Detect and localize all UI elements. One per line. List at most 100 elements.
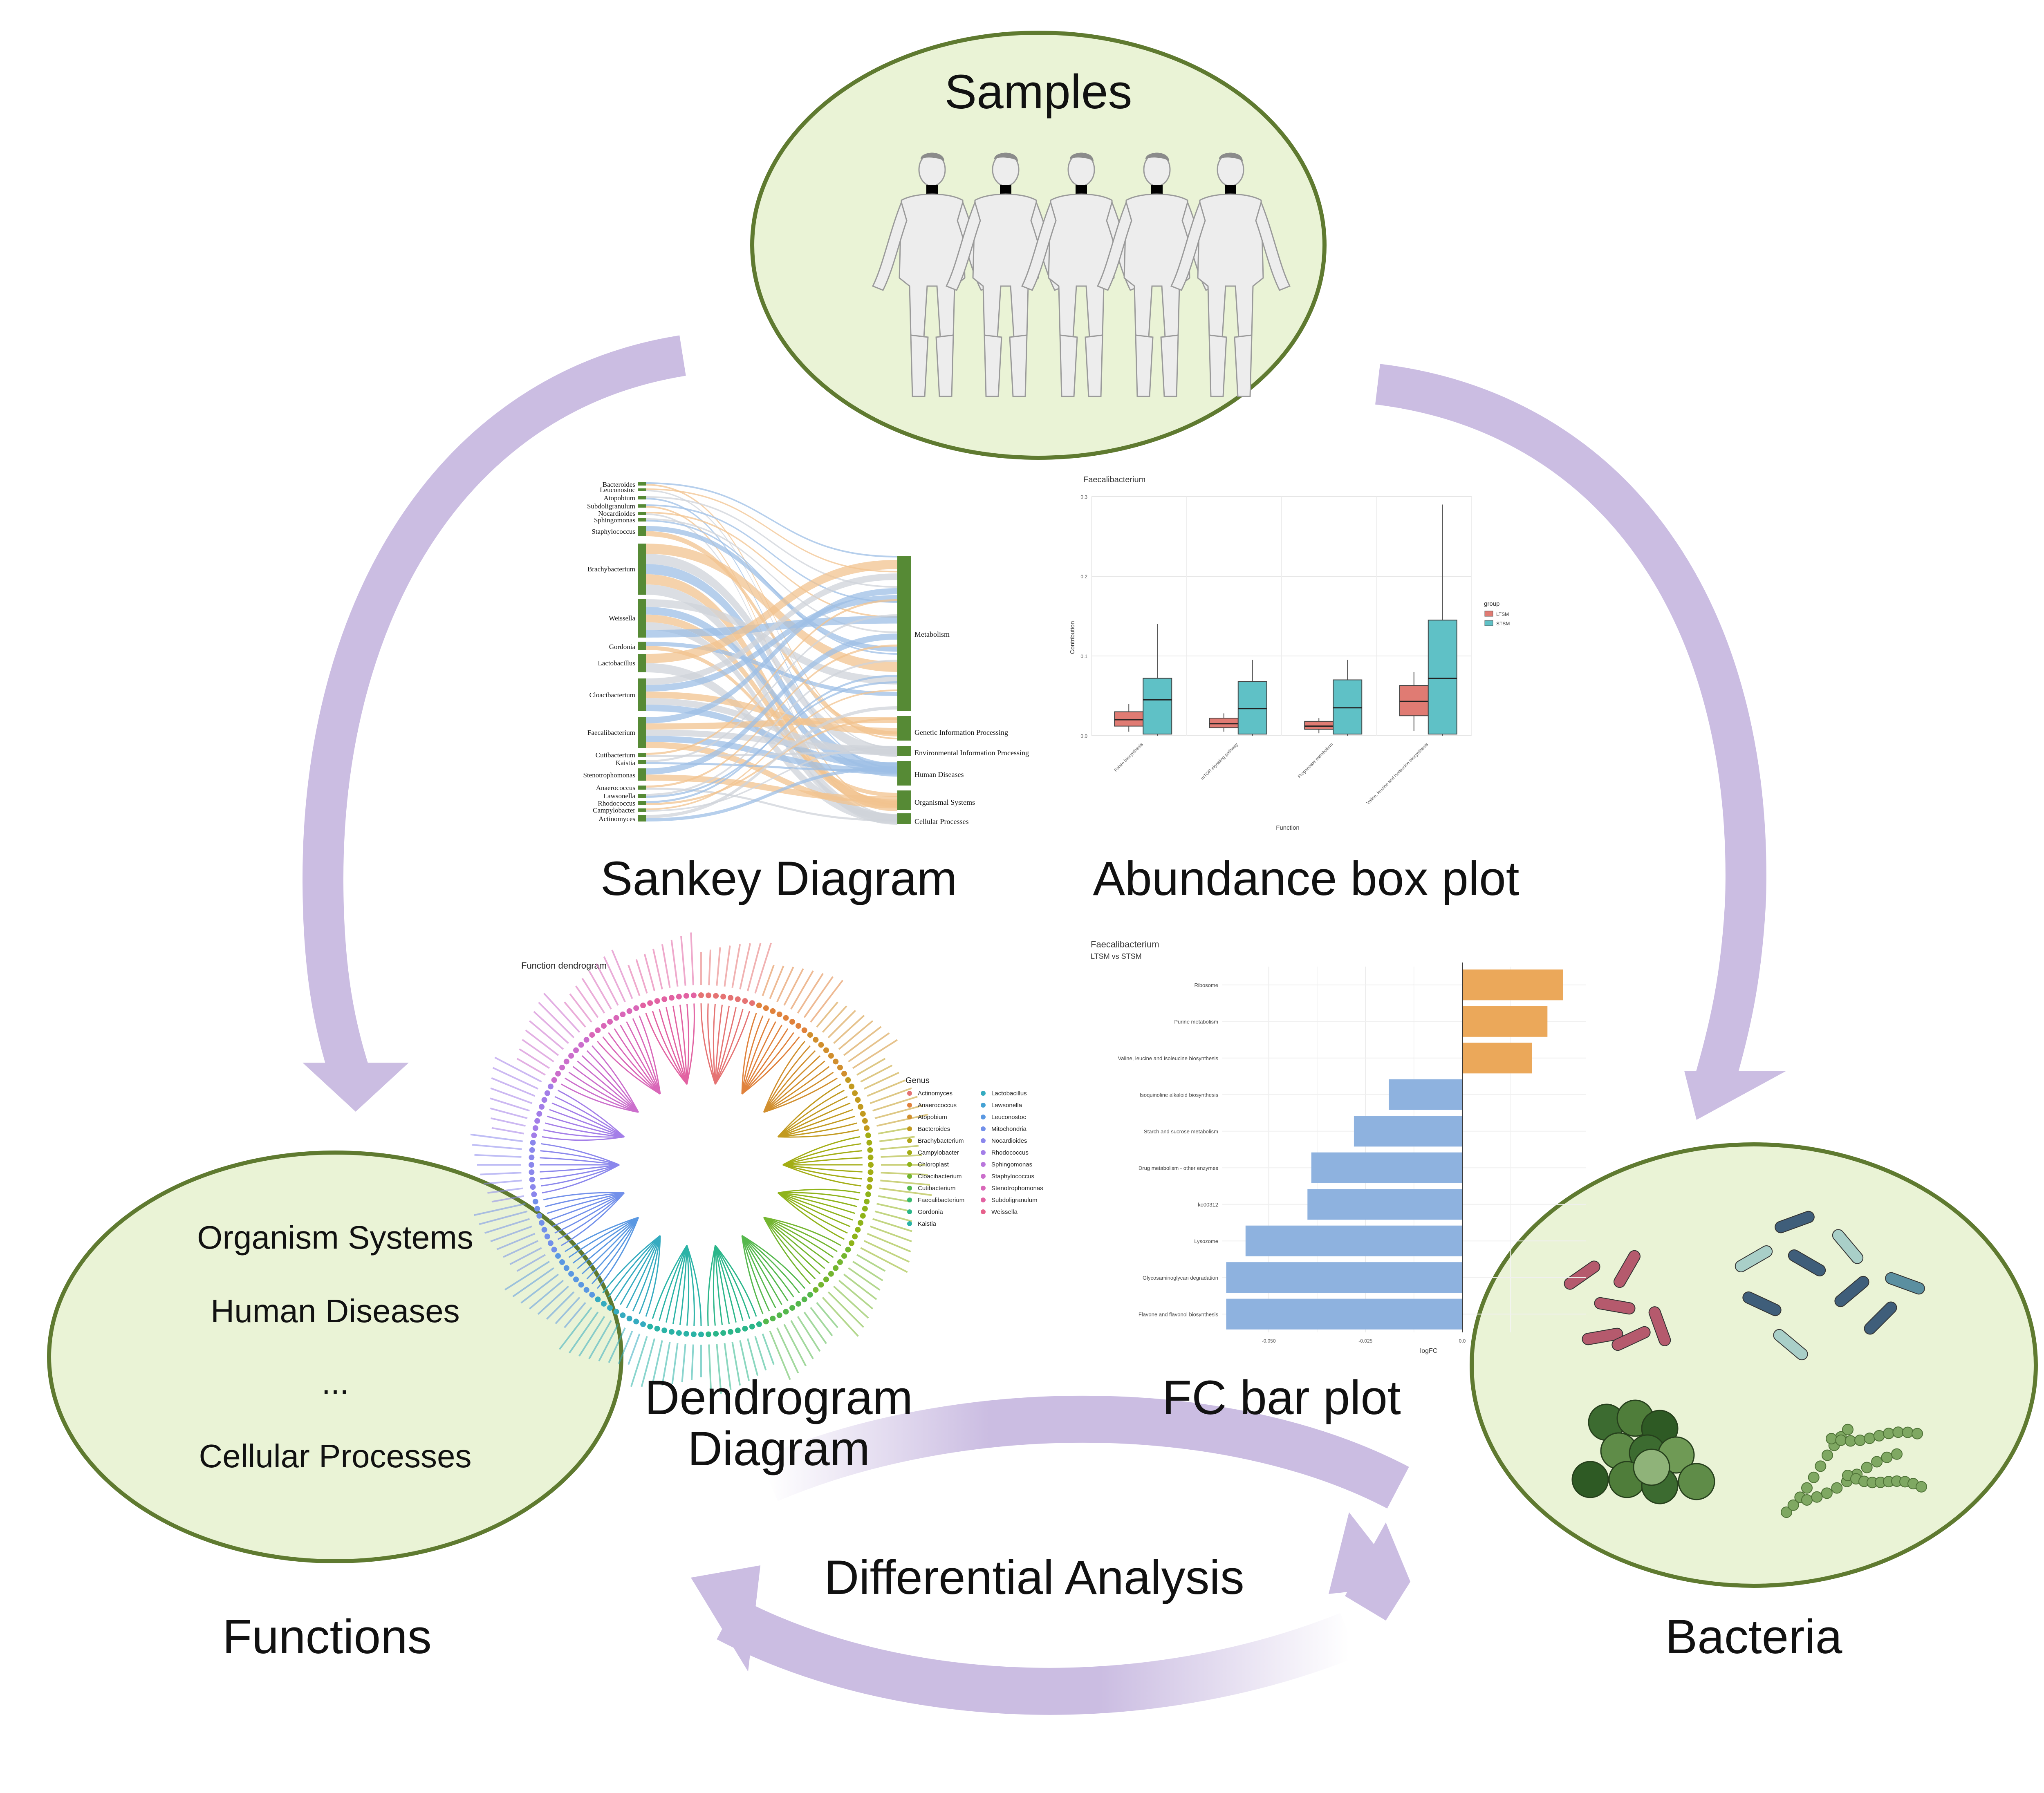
- fc-plot-area: Ribosome Purine metabolism Valine, leucine…: [1118, 963, 1586, 1344]
- dendrogram-leaf: [601, 1301, 607, 1307]
- dendrogram-leaf: [683, 993, 689, 999]
- dendrogram-leaf: [720, 1330, 726, 1336]
- dendrogram-leaf-label-mark: [708, 1344, 712, 1397]
- dendrogram-leaf-label-mark: [769, 965, 784, 999]
- human-figure-icon: [1170, 152, 1291, 397]
- sankey-right-label: Organismal Systems: [914, 798, 975, 806]
- dendrogram-branch: [763, 1045, 811, 1113]
- sankey-flow: [646, 599, 897, 755]
- dendrogram-branch: [707, 1003, 716, 1085]
- legend-swatch-ltsm: [1484, 611, 1493, 617]
- dendrogram-leaf-label-mark: [490, 1107, 528, 1119]
- dendrogram-branch: [763, 1217, 838, 1252]
- dendrogram-panel: Function dendrogram Genus Actinomyces Ana…: [470, 932, 1043, 1476]
- dendrogram-leaf-label-mark: [724, 1343, 732, 1390]
- dendrogram-leaf-label-mark: [581, 978, 605, 1014]
- dendrogram-leaf: [852, 1233, 858, 1240]
- bacterium-strep: [1811, 1491, 1823, 1503]
- dendrogram-leaf-label-mark: [843, 1026, 882, 1056]
- sankey-left-label: Gordonia: [609, 643, 636, 651]
- dendrogram-leaf: [770, 1008, 776, 1014]
- dendrogram-leaf: [845, 1247, 851, 1253]
- dendrogram-leaf: [776, 1011, 782, 1017]
- dendrogram-leaf: [867, 1169, 874, 1175]
- dendrogram-leaf-label-mark: [803, 976, 834, 1018]
- dendrogram-leaf-label-mark: [516, 1254, 546, 1272]
- dendrogram-branch: [608, 1235, 661, 1298]
- dendrogram-branch: [782, 1150, 862, 1166]
- sankey-left-label: Cloacibacterium: [589, 691, 635, 699]
- bacterium-strep: [1881, 1451, 1893, 1463]
- sankey-left-node: [638, 794, 646, 798]
- fc-bar: [1226, 1262, 1463, 1293]
- differential-analysis-label: Differential Analysis: [824, 1551, 1244, 1605]
- sankey-left-node: [638, 642, 646, 650]
- dendrogram-leaf: [529, 1169, 535, 1175]
- dendrogram-leaf: [833, 1059, 839, 1065]
- person-leg-right: [1009, 334, 1028, 397]
- dendrogram-branch: [782, 1164, 861, 1187]
- dendrogram-leaf: [690, 992, 697, 998]
- sankey-left-node: [638, 753, 646, 757]
- dendrogram-leaf-label-mark: [509, 1247, 542, 1265]
- fc-bar: [1245, 1225, 1463, 1256]
- arrow-top-to-right: [759, 1395, 1409, 1509]
- dendrogram-leaf: [867, 1177, 873, 1183]
- fc-xlabel: logFC: [1420, 1348, 1438, 1354]
- genus-legend-label: Bacteroides: [918, 1126, 950, 1133]
- dendrogram-branch: [543, 1192, 625, 1200]
- dendrogram-branch: [778, 1192, 856, 1214]
- dendrogram-leaf-label-mark: [746, 942, 762, 992]
- dendrogram-leaf-label-mark: [559, 1307, 592, 1350]
- dendrogram-leaf: [532, 1125, 538, 1131]
- dendrogram-leaf-label-mark: [588, 1320, 612, 1359]
- genus-legend-label: Atopobium: [918, 1114, 947, 1121]
- boxplot-area: 0.0 0.1 0.2 0.3 Folate biosynthesis mTOR sign…: [1080, 494, 1472, 806]
- dendrogram-branch: [778, 1096, 848, 1137]
- dendrogram-branch: [602, 1235, 661, 1294]
- dendrogram-branch: [741, 1015, 764, 1095]
- sankey-left-label: Faecalibacterium: [587, 729, 635, 736]
- person-torso: [899, 193, 966, 338]
- dendrogram-leaf: [668, 1329, 675, 1335]
- dendrogram-leaf: [828, 1053, 834, 1059]
- dendrogram-leaf: [756, 1003, 762, 1009]
- dendrogram-leaf-label-mark: [843, 1274, 877, 1300]
- sankey-flow: [646, 560, 897, 663]
- sankey-flow: [646, 518, 897, 633]
- sankey-left-label: Brachybacterium: [587, 565, 635, 573]
- dendrogram-leaf: [776, 1312, 782, 1318]
- dendrogram-leaf-label-mark: [827, 1010, 856, 1039]
- dendrogram-leaf-label-mark: [838, 1020, 874, 1050]
- bacterium-rod: [1864, 1301, 1897, 1335]
- fc-panel: Faecalibacterium LTSM vs STSM Ribosome Pu…: [1091, 939, 1586, 1425]
- dendrogram-leaf: [862, 1118, 868, 1124]
- dendrogram-leaf: [855, 1227, 861, 1233]
- dendrogram-leaf-label-mark: [797, 1316, 821, 1352]
- sankey-left-label: Weissella: [609, 614, 635, 622]
- dendrogram-leaf-label-mark: [881, 1172, 928, 1176]
- genus-legend-label: Staphylococcus: [991, 1173, 1034, 1180]
- y-tick-label: 0.2: [1080, 574, 1087, 580]
- dendrogram-branch: [715, 1245, 751, 1319]
- dendrogram-branch: [639, 1015, 661, 1095]
- dendrogram-leaf-label-mark: [783, 968, 804, 1006]
- dendrogram-leaf: [849, 1240, 855, 1246]
- fc-bar: [1307, 1189, 1463, 1220]
- sankey-flow: [646, 588, 897, 723]
- dendrogram-branch: [763, 1217, 834, 1258]
- dendrogram-branch: [715, 1245, 723, 1325]
- dendrogram-leaf-label-mark: [628, 1333, 641, 1365]
- dendrogram-leaf: [862, 1206, 868, 1212]
- box-body: [1399, 685, 1429, 716]
- box-body: [1333, 679, 1363, 735]
- genus-legend-dot: [907, 1150, 912, 1155]
- person-leg-left: [1135, 334, 1154, 397]
- dendrogram-branch: [577, 1060, 639, 1113]
- arrow-heads: [303, 1063, 1786, 1120]
- sankey-flow: [646, 531, 897, 736]
- dendrogram-branch: [586, 1217, 639, 1280]
- dendrogram-branch: [686, 1245, 690, 1326]
- sankey-flow: [646, 607, 897, 777]
- person-leg-right: [1160, 334, 1179, 397]
